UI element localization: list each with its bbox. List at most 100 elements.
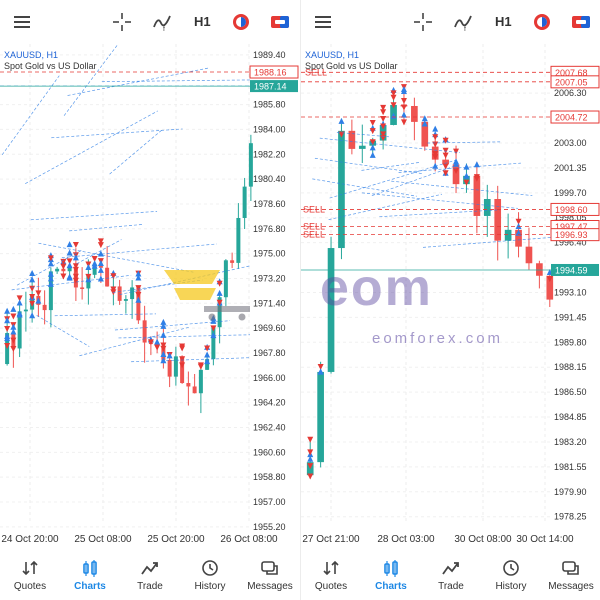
sell-arrow-icon (16, 295, 23, 302)
chart-canvas[interactable]: 2006.30 2003.00 2001.35 1999.70 1998.05 1996.… (301, 44, 600, 544)
sell-arrow-icon (380, 109, 387, 116)
price-axis-label: 2001.35 (554, 163, 587, 173)
timeframe-button[interactable]: H1 (194, 14, 211, 29)
tab-messages[interactable]: Messages (240, 550, 300, 600)
trade-panel-icon[interactable] (270, 12, 290, 32)
trade-connector-line (51, 128, 183, 139)
buy-arrow-icon (160, 318, 167, 325)
candle-body (42, 304, 47, 311)
svg-text:f: f (464, 26, 466, 32)
price-axis-label: 1991.45 (554, 312, 587, 322)
tab-label: Trade (137, 581, 163, 592)
sell-arrow-icon (147, 339, 154, 346)
trade-connector-line (67, 67, 210, 96)
trade-panel-icon[interactable] (571, 12, 591, 32)
price-axis-label: 1986.50 (554, 387, 587, 397)
trade-connector-line (79, 326, 190, 357)
time-axis-label: 26 Oct 08:00 (220, 534, 278, 544)
sell-arrow-icon (442, 137, 449, 144)
trade-connector-line (329, 159, 457, 199)
candle-body (136, 287, 141, 321)
time-axis-label: 25 Oct 08:00 (74, 534, 132, 544)
buy-arrow-icon (160, 322, 167, 329)
sell-arrow-icon (72, 241, 79, 248)
tab-charts[interactable]: Charts (60, 550, 120, 600)
sell-arrow-icon (380, 131, 387, 138)
symbol-label: XAUUSD, H1 (4, 50, 59, 60)
buy-arrow-icon (10, 323, 17, 330)
buy-arrow-icon (369, 151, 376, 158)
symbol-description: Spot Gold vs US Dollar (4, 61, 97, 71)
trade-icon (442, 562, 459, 575)
buy-arrow-icon (400, 111, 407, 118)
price-axis-label: 1955.20 (253, 522, 286, 532)
sell-arrow-icon (160, 342, 167, 349)
sell-arrow-icon (380, 123, 387, 130)
buy-arrow-icon (421, 115, 428, 122)
indicators-icon[interactable]: f (453, 12, 473, 32)
price-axis-label: 1979.90 (554, 487, 587, 497)
candle-body (130, 287, 135, 300)
tab-label: History (495, 581, 527, 592)
order-price-text: 1988.16 (254, 68, 287, 78)
buy-arrow-icon (400, 87, 407, 94)
price-axis-label: 2003.00 (554, 138, 587, 148)
price-axis-label: 1975.00 (253, 249, 286, 259)
tab-label: Messages (247, 581, 293, 592)
trade-connector-line (76, 239, 122, 265)
sell-arrow-icon (442, 170, 449, 177)
candle-body (211, 327, 216, 360)
bottom-tab-bar: Quotes Charts Trade History Messages (0, 550, 300, 600)
tab-charts[interactable]: Charts (361, 550, 421, 600)
trade-connector-line (131, 357, 251, 363)
price-axis-label: 1962.40 (253, 423, 286, 433)
trade-connector-line (398, 162, 521, 173)
candle-body (327, 248, 335, 372)
tab-trade[interactable]: Trade (120, 550, 180, 600)
price-axis-label: 1960.60 (253, 447, 286, 457)
sell-arrow-icon (307, 449, 314, 456)
sell-arrow-icon (463, 179, 470, 186)
price-axis-label: 1988.15 (554, 362, 587, 372)
price-axis-label: 1981.55 (554, 462, 587, 472)
buy-arrow-icon (160, 331, 167, 338)
price-axis-label: 1996.40 (554, 238, 587, 248)
candle-body (421, 121, 429, 147)
buy-arrow-icon (47, 280, 54, 287)
objects-icon[interactable] (532, 12, 552, 32)
tab-trade[interactable]: Trade (421, 550, 481, 600)
buy-arrow-icon (97, 266, 104, 273)
order-price-text: 2007.05 (555, 77, 588, 87)
quotes-icon (323, 560, 339, 576)
chart-canvas[interactable]: 1989.40 1985.80 1984.00 1982.20 1980.40 1978.… (0, 44, 300, 544)
trade-connector-line (314, 157, 424, 175)
sell-arrow-icon (369, 119, 376, 126)
timeframe-button[interactable]: H1 (495, 14, 512, 29)
sell-arrow-icon (72, 263, 79, 270)
trade-connector-line (361, 192, 518, 209)
tab-history[interactable]: History (481, 550, 541, 600)
tab-history[interactable]: History (180, 550, 240, 600)
candle-body (205, 359, 210, 370)
indicators-icon[interactable]: f (152, 12, 172, 32)
price-chart[interactable]: 1989.40 1985.80 1984.00 1982.20 1980.40 1978.… (0, 44, 300, 544)
crosshair-icon[interactable] (112, 12, 132, 32)
price-chart[interactable]: 2006.30 2003.00 2001.35 1999.70 1998.05 1996.… (301, 44, 600, 544)
sell-arrow-icon (4, 343, 11, 350)
current-price-tag (250, 80, 298, 93)
tab-label: Charts (74, 581, 106, 592)
order-label: SELL (303, 230, 325, 240)
menu-icon[interactable] (313, 12, 333, 32)
candle-body (48, 271, 53, 311)
bottom-tab-bar: Quotes Charts Trade History Messages (301, 550, 600, 600)
objects-icon[interactable] (231, 12, 251, 32)
order-label: SELL (303, 221, 325, 231)
buy-arrow-icon (216, 289, 223, 296)
candle-body (17, 311, 22, 349)
price-axis-label: 1978.60 (253, 199, 286, 209)
tab-quotes[interactable]: Quotes (0, 550, 60, 600)
tab-quotes[interactable]: Quotes (301, 550, 361, 600)
crosshair-icon[interactable] (413, 12, 433, 32)
tab-messages[interactable]: Messages (541, 550, 600, 600)
menu-icon[interactable] (12, 12, 32, 32)
